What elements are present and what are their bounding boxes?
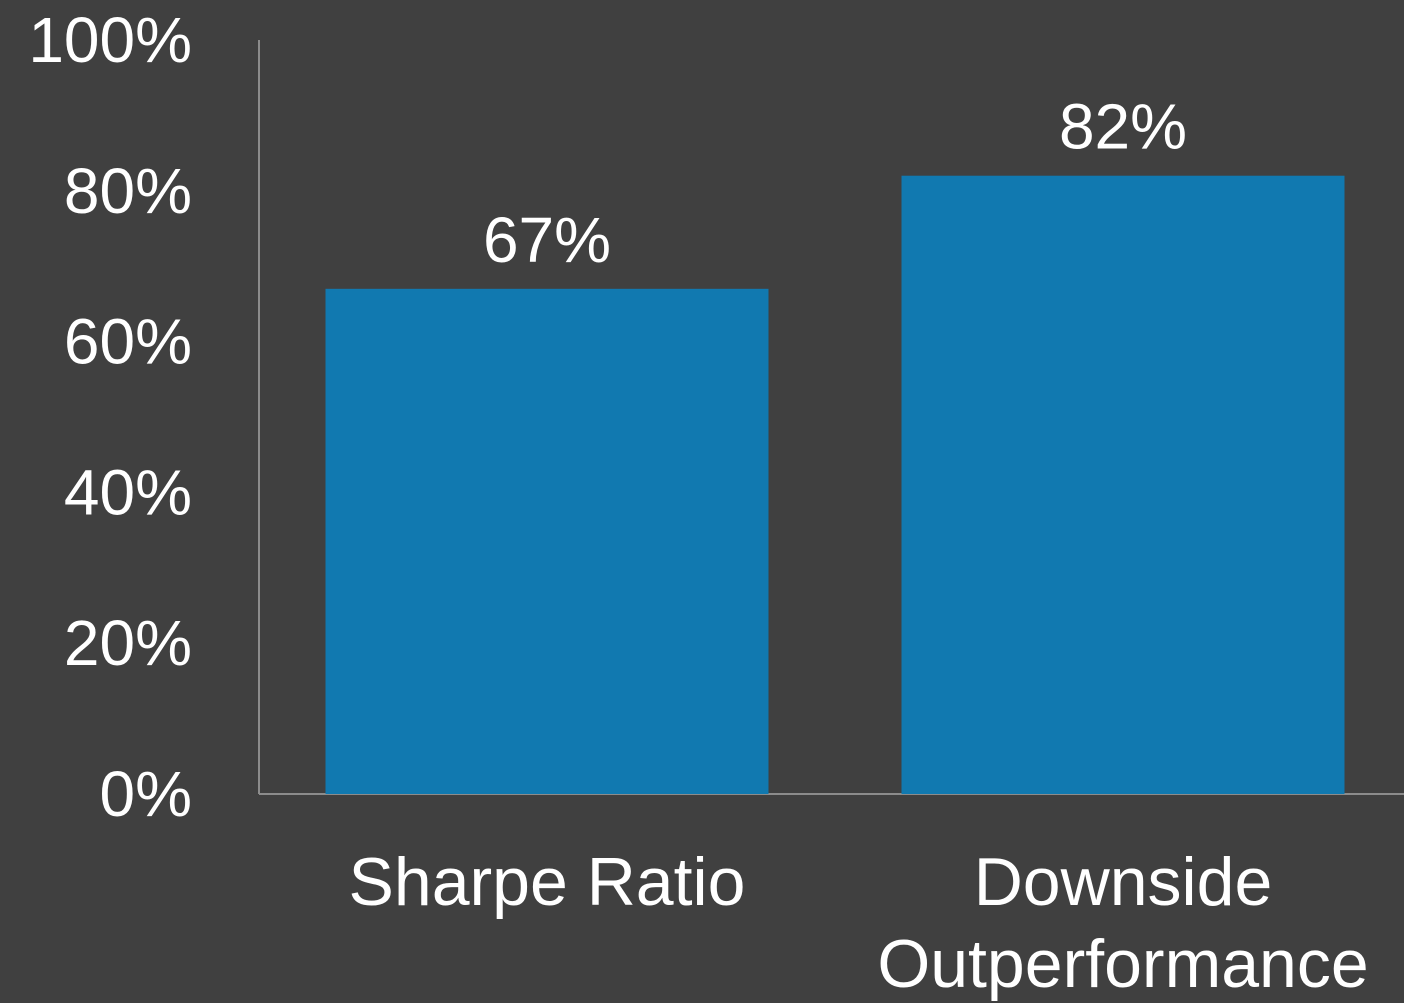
y-tick-label: 0% (100, 758, 193, 830)
bar-series (325, 175, 1345, 795)
y-tick-label: 40% (64, 456, 192, 528)
category-label: Downside Outperformance (877, 844, 1368, 1002)
y-tick-label: 60% (64, 306, 192, 378)
bar-value-label: 82% (1059, 91, 1187, 163)
bar (325, 288, 769, 794)
category-labels: Sharpe Ratio Downside Outperformance (349, 844, 1369, 1002)
category-label-line: Downside (974, 844, 1273, 920)
category-label: Sharpe Ratio (349, 844, 746, 920)
y-tick-label: 80% (64, 155, 192, 227)
y-axis-ticks: 0% 20% 40% 60% 80% 100% (28, 4, 192, 830)
bar-value-label: 67% (483, 204, 611, 276)
y-tick-label: 20% (64, 607, 192, 679)
bar (901, 175, 1345, 795)
y-tick-label: 100% (28, 4, 192, 76)
category-label-line: Outperformance (877, 926, 1368, 1002)
data-labels: 67% 82% (483, 91, 1187, 276)
category-label-line: Sharpe Ratio (349, 844, 746, 920)
